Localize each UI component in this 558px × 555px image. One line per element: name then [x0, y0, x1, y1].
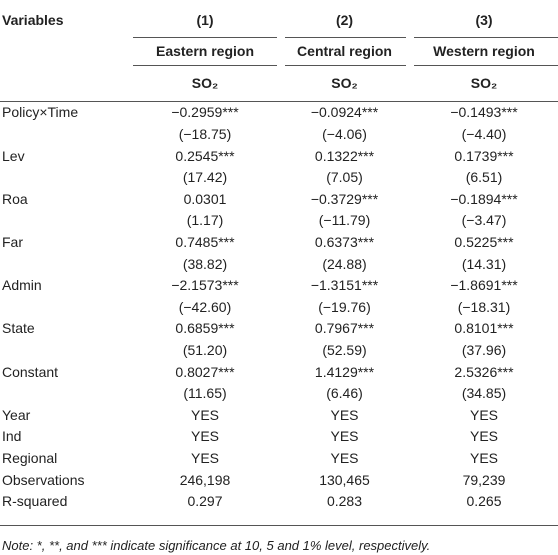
rule — [285, 65, 406, 66]
region-header: Central region — [297, 43, 392, 59]
table-value: 0.8027*** — [175, 363, 235, 380]
rule — [133, 37, 277, 38]
rule — [0, 525, 558, 526]
table-value: (−11.79) — [318, 212, 371, 229]
table-value: (−3.47) — [461, 212, 507, 229]
table-value: −2.1573*** — [171, 277, 239, 294]
table-value: −0.1493*** — [450, 104, 518, 121]
table-value: (1.17) — [186, 212, 224, 229]
table-value: (34.85) — [461, 385, 507, 402]
table-value: (52.59) — [322, 342, 367, 359]
table-value: YES — [330, 406, 359, 423]
table-value: (24.88) — [322, 255, 367, 272]
row-label: Year — [2, 406, 31, 423]
dependent-variable: SO₂ — [191, 75, 219, 91]
table-value: (14.31) — [461, 255, 507, 272]
table-value: 2.5326*** — [454, 363, 514, 380]
row-label: Far — [2, 234, 23, 251]
row-label: Observations — [2, 471, 85, 488]
row-label: Roa — [2, 190, 28, 207]
table-value: −1.8691*** — [450, 277, 518, 294]
table-value: 0.5225*** — [454, 234, 514, 251]
table-value: (51.20) — [182, 342, 228, 359]
column-header: Variables — [2, 12, 64, 28]
table-value: (−18.31) — [457, 298, 511, 315]
column-number: (1) — [196, 12, 214, 28]
table-value: −0.0924*** — [310, 104, 379, 121]
table-value: YES — [190, 450, 219, 467]
table-value: 0.1322*** — [314, 147, 375, 164]
table-value: −0.2959*** — [171, 104, 239, 121]
table-value: 0.7485*** — [175, 234, 235, 251]
table-value: YES — [330, 450, 359, 467]
table-value: (17.42) — [182, 169, 228, 186]
column-number: (2) — [335, 12, 354, 28]
table-value: 1.4129*** — [314, 363, 375, 380]
table-value: 0.6373*** — [314, 234, 375, 251]
table-value: 0.7967*** — [314, 320, 375, 337]
row-label: Constant — [2, 363, 59, 380]
table-value: 0.0301 — [183, 190, 227, 207]
table-value: (11.65) — [183, 385, 227, 402]
table-value: (6.51) — [465, 169, 503, 186]
row-label: Ind — [2, 428, 22, 445]
rule — [133, 65, 277, 66]
rule — [0, 101, 558, 102]
table-value: (−42.60) — [178, 298, 232, 315]
table-value: 0.6859*** — [175, 320, 235, 337]
table-value: 0.2545*** — [175, 147, 235, 164]
table-value: (37.96) — [461, 342, 507, 359]
table-value: 79,239 — [462, 471, 506, 488]
column-number: (3) — [475, 12, 493, 28]
region-header: Eastern region — [155, 43, 255, 59]
rule — [285, 37, 406, 38]
row-label: Lev — [2, 147, 25, 164]
table-value: YES — [330, 428, 359, 445]
table-value: −0.1894*** — [450, 190, 518, 207]
table-value: 246,198 — [179, 471, 231, 488]
table-value: 0.283 — [326, 493, 363, 510]
row-label: Policy×Time — [2, 104, 79, 121]
dependent-variable: SO₂ — [470, 75, 498, 91]
table-value: YES — [190, 406, 219, 423]
table-value: (−19.76) — [318, 298, 371, 315]
table-value: 0.265 — [466, 493, 502, 510]
table-note: Note: *, **, and *** indicate significan… — [2, 538, 431, 553]
table-value: 0.8101*** — [454, 320, 514, 337]
table-value: (38.82) — [182, 255, 228, 272]
table-value: YES — [190, 428, 219, 445]
table-value: YES — [469, 406, 498, 423]
row-label: R-squared — [2, 493, 68, 510]
table-value: −1.3151*** — [310, 277, 379, 294]
row-label: Regional — [2, 450, 58, 467]
rule — [414, 37, 558, 38]
row-label: State — [2, 320, 35, 337]
region-header: Western region — [433, 43, 535, 59]
rule — [414, 65, 558, 66]
table-value: (6.46) — [326, 385, 363, 402]
table-value: 0.297 — [187, 493, 223, 510]
table-value: (7.05) — [326, 169, 363, 186]
table-value: −0.3729*** — [310, 190, 379, 207]
table-value: YES — [469, 428, 498, 445]
dependent-variable: SO₂ — [331, 75, 358, 91]
table-value: YES — [469, 450, 498, 467]
row-label: Admin — [2, 277, 42, 294]
table-value: 130,465 — [319, 471, 370, 488]
table-value: (−4.40) — [461, 126, 507, 143]
table-value: 0.1739*** — [454, 147, 514, 164]
table-value: (−18.75) — [178, 126, 232, 143]
table-value: (−4.06) — [322, 126, 367, 143]
